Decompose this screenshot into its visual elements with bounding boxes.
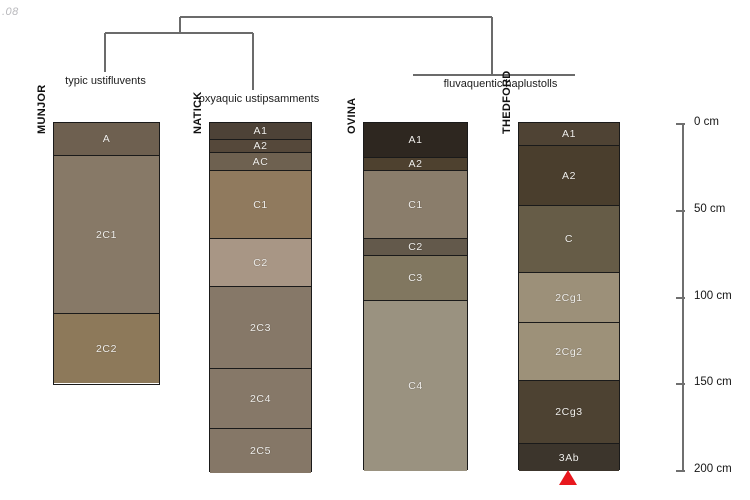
profile-name-thedford: THEDFORD — [501, 70, 513, 134]
horizon-label: A1 — [561, 128, 577, 140]
soil-profile-column-thedford[interactable]: A1 A2 C 2Cg1 2Cg2 2Cg3 3Ab — [518, 122, 620, 471]
profile-name-ovina: OVINA — [346, 97, 358, 134]
horizon-label: C3 — [408, 272, 423, 284]
depth-axis-tick-label: 50 cm — [694, 203, 726, 215]
horizon-label: 2Cg2 — [555, 345, 583, 358]
depth-axis-tick-label: 150 cm — [694, 376, 732, 388]
profile-name-natick: NATICK — [192, 91, 204, 134]
taxon-label-oxyaquic-ustipsamments: oxyaquic ustipsamments — [198, 93, 320, 105]
corner-tag: .08 — [2, 6, 19, 18]
taxon-label-fluvaquentic-haplustolls: fluvaquentic haplustolls — [443, 78, 558, 90]
horizon-label: 2C3 — [249, 321, 272, 334]
soil-profile-column-munjor[interactable]: A 2C1 2C2 — [53, 122, 160, 385]
depth-axis-tick-label: 200 cm — [694, 463, 732, 475]
soil-profile-column-ovina[interactable]: A1 A2 C1 C2 C3 C4 — [363, 122, 468, 471]
depth-axis-tick — [676, 123, 685, 125]
horizon-ovina-c1[interactable]: C1 — [364, 171, 467, 239]
horizon-label: A2 — [408, 158, 423, 170]
horizon-thedford-2cg3[interactable]: 2Cg3 — [519, 381, 619, 444]
horizon-label: 3Ab — [558, 451, 580, 464]
horizon-natick-c1[interactable]: C1 — [210, 171, 311, 239]
horizon-ovina-a2[interactable]: A2 — [364, 158, 467, 171]
horizon-ovina-c2[interactable]: C2 — [364, 239, 467, 256]
horizon-label: A — [102, 133, 111, 145]
horizon-label: C1 — [408, 198, 423, 211]
horizon-label: 2C2 — [95, 342, 118, 355]
horizon-thedford-a2[interactable]: A2 — [519, 146, 619, 206]
taxonomy-dendrogram — [104, 16, 575, 90]
horizon-natick-2c3[interactable]: 2C3 — [210, 287, 311, 369]
horizon-label: C2 — [253, 256, 268, 269]
horizon-label: 2Cg1 — [555, 291, 583, 304]
horizon-label: 2Cg3 — [555, 406, 583, 418]
horizon-natick-a2[interactable]: A2 — [210, 140, 311, 153]
horizon-label: 2C1 — [95, 228, 118, 241]
horizon-ovina-a1[interactable]: A1 — [364, 123, 467, 158]
horizon-label: C — [564, 233, 574, 245]
water-table-marker-icon — [559, 470, 577, 485]
horizon-natick-a1[interactable]: A1 — [210, 123, 311, 140]
horizon-thedford-c[interactable]: C — [519, 206, 619, 273]
horizon-label: 2C4 — [249, 392, 272, 405]
soil-profile-column-natick[interactable]: A1 A2 AC C1 C2 2C3 2C4 2C5 — [209, 122, 312, 473]
horizon-natick-c2[interactable]: C2 — [210, 239, 311, 287]
horizon-label: C4 — [408, 380, 423, 392]
horizon-ovina-c4[interactable]: C4 — [364, 301, 467, 471]
horizon-label: AC — [252, 155, 269, 168]
horizon-ovina-c3[interactable]: C3 — [364, 256, 467, 301]
horizon-label: C2 — [408, 241, 423, 253]
horizon-thedford-2cg2[interactable]: 2Cg2 — [519, 323, 619, 381]
horizon-label: A1 — [253, 125, 268, 137]
horizon-munjor-2c1[interactable]: 2C1 — [54, 156, 159, 314]
horizon-thedford-a1[interactable]: A1 — [519, 123, 619, 146]
horizon-munjor-a[interactable]: A — [54, 123, 159, 156]
depth-axis-tick-label: 100 cm — [694, 290, 732, 302]
horizon-natick-ac[interactable]: AC — [210, 153, 311, 171]
depth-axis-tick — [676, 470, 685, 472]
depth-axis-tick — [676, 383, 685, 385]
horizon-label: A1 — [408, 134, 423, 146]
horizon-thedford-3ab[interactable]: 3Ab — [519, 444, 619, 471]
profile-name-munjor: MUNJOR — [36, 84, 48, 134]
taxon-label-typic-ustifluvents: typic ustifluvents — [65, 75, 146, 87]
horizon-natick-2c4[interactable]: 2C4 — [210, 369, 311, 429]
horizon-label: 2C5 — [249, 445, 272, 457]
depth-axis-tick — [676, 210, 685, 212]
horizon-label: A2 — [253, 140, 268, 152]
depth-axis-tick — [676, 297, 685, 299]
horizon-natick-2c5[interactable]: 2C5 — [210, 429, 311, 473]
horizon-thedford-2cg1[interactable]: 2Cg1 — [519, 273, 619, 323]
horizon-label: C1 — [253, 198, 268, 211]
depth-axis-tick-label: 0 cm — [694, 116, 719, 128]
horizon-label: A2 — [561, 169, 577, 182]
horizon-munjor-2c2[interactable]: 2C2 — [54, 314, 159, 383]
